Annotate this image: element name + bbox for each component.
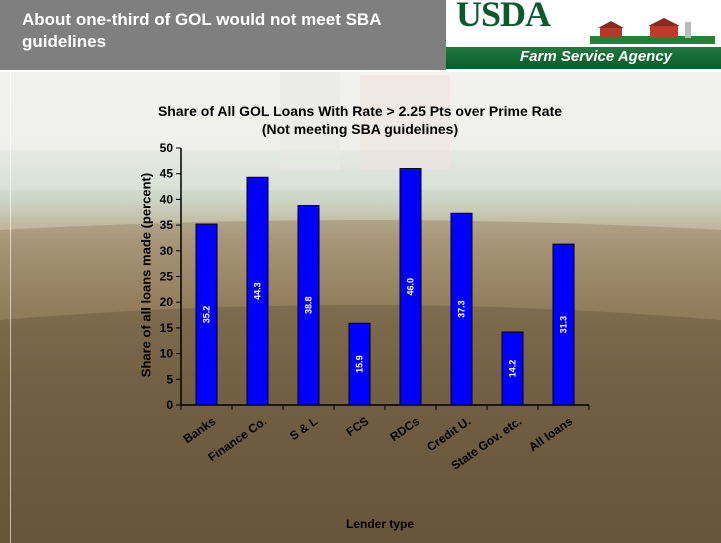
left-rule	[10, 72, 11, 543]
bar	[297, 205, 320, 406]
header: About one-third of GOL would not meet SB…	[0, 0, 721, 72]
bar-data-label: 44.3	[253, 282, 263, 300]
y-tick-label: 20	[160, 295, 174, 309]
x-category-label: Banks	[181, 414, 219, 446]
x-category-label: RDCs	[387, 414, 422, 444]
bar	[450, 212, 473, 406]
x-category-label: S & L	[287, 414, 320, 443]
bar-data-label: 14.2	[508, 360, 518, 378]
bar	[195, 223, 218, 406]
x-axis-label: Lender type	[345, 517, 414, 531]
bar-data-label: 46.0	[406, 278, 416, 296]
bar	[552, 243, 575, 406]
bar-data-label: 31.3	[559, 316, 569, 334]
x-category-label: All loans	[526, 414, 575, 454]
y-tick-label: 5	[166, 372, 173, 386]
y-tick-label: 10	[160, 347, 174, 361]
bar-data-label: 35.2	[202, 306, 212, 324]
slide-title: About one-third of GOL would not meet SB…	[22, 10, 381, 51]
y-tick-label: 35	[160, 218, 174, 232]
farm-icon	[590, 18, 715, 44]
usda-logo-text: USDA	[456, 0, 551, 34]
chart-title-line1: Share of All GOL Loans With Rate > 2.25 …	[157, 103, 563, 119]
y-tick-label: 40	[160, 192, 174, 206]
agency-name: Farm Service Agency	[520, 48, 673, 65]
x-category-label: FCS	[344, 414, 372, 439]
agency-band	[446, 47, 721, 69]
y-tick-label: 15	[160, 321, 174, 335]
header-title-band	[0, 0, 446, 70]
bar-data-label: 15.9	[355, 355, 365, 373]
chart-title-line2: (Not meeting SBA guidelines)	[261, 121, 459, 137]
y-tick-label: 25	[160, 270, 174, 284]
chart-title: Share of All GOL Loans With Rate > 2.25 …	[120, 102, 600, 138]
bar	[246, 176, 269, 406]
bar-data-label: 38.8	[304, 297, 314, 315]
bar	[348, 322, 371, 406]
y-tick-label: 50	[160, 141, 174, 155]
y-tick-label: 45	[160, 167, 174, 181]
bar-data-label: 37.3	[457, 300, 467, 318]
header-divider	[0, 70, 721, 72]
bar	[501, 331, 524, 406]
bar	[399, 168, 422, 406]
y-tick-label: 0	[166, 398, 173, 412]
y-axis-label: Share of all loans made (percent)	[138, 172, 154, 378]
y-tick-label: 30	[160, 244, 174, 258]
